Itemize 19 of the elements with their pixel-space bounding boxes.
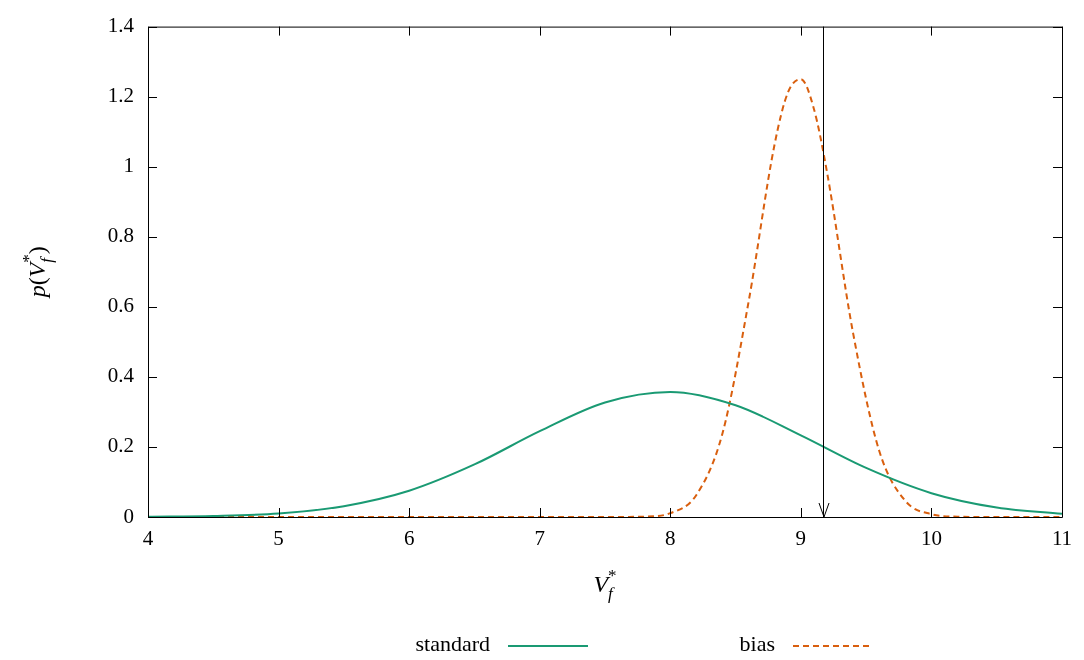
x-tick-label: 9 (795, 526, 807, 551)
x-tick-label: 5 (273, 526, 284, 551)
y-tick-label: 0.4 (107, 363, 135, 388)
y-tick-label: 1.2 (107, 83, 134, 108)
x-tick-label: 8 (665, 526, 676, 551)
y-axis-title: p(Vf*) (19, 246, 57, 300)
y-tick-label: 0.6 (107, 293, 134, 318)
x-tick-label: 6 (403, 526, 415, 551)
y-tick-label: 1 (123, 153, 134, 178)
legend-label: bias (739, 630, 775, 656)
legend-label: standard (415, 630, 490, 656)
y-tick-label: 0 (123, 503, 134, 528)
x-tick-label: 10 (920, 526, 942, 551)
x-tick-label: 7 (534, 526, 545, 551)
x-tick-label: 11 (1051, 526, 1073, 551)
y-tick-label: 1.4 (107, 13, 135, 38)
y-tick-label: 0.8 (107, 223, 134, 248)
x-tick-label: 4 (142, 526, 154, 551)
y-tick-label: 0.2 (107, 433, 134, 458)
